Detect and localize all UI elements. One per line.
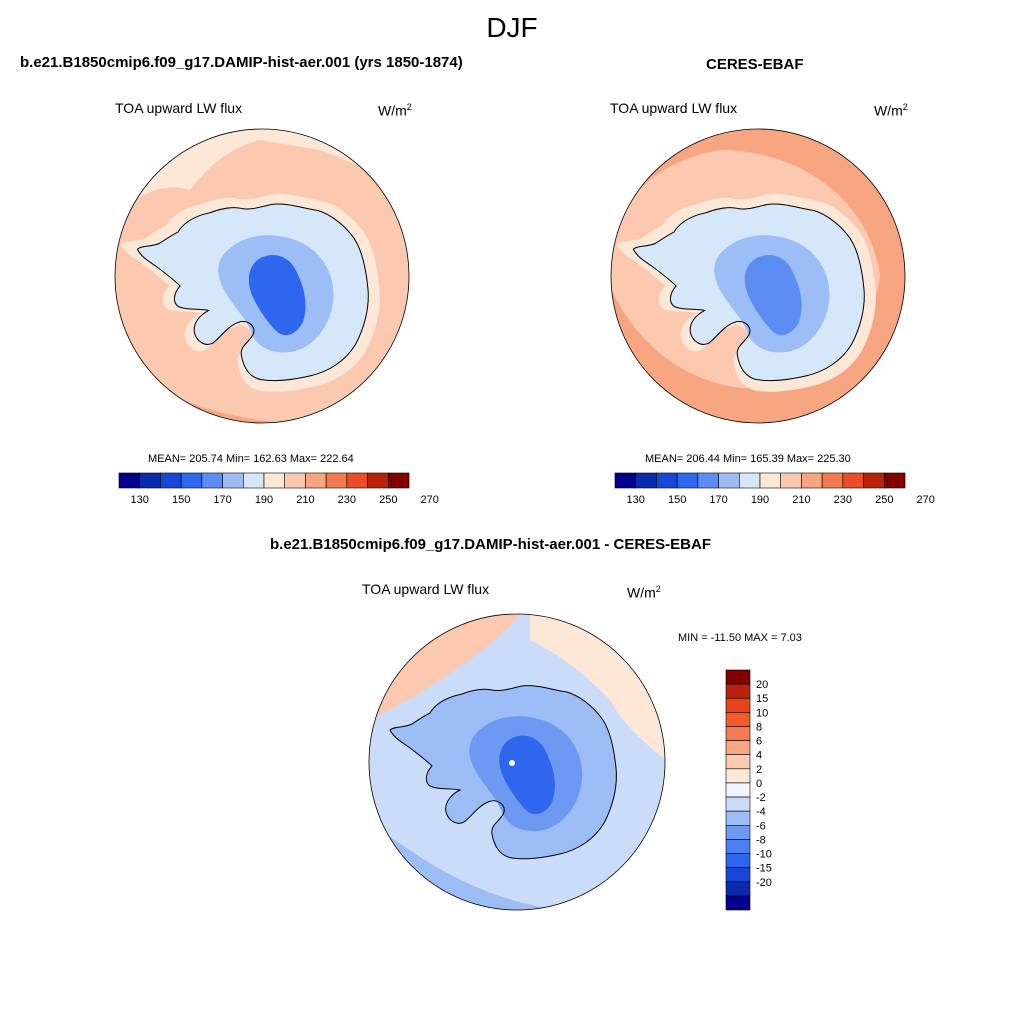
obs-map [611, 129, 905, 423]
model-colorbar-swatch [242, 472, 265, 489]
diff-colorbar-tick-label: -10 [756, 849, 772, 861]
obs-colorbar: 130 150 170 190 210 230 250 270 [614, 472, 935, 506]
diff-colorbar-swatch [725, 754, 751, 770]
obs-colorbar-swatch [801, 472, 823, 489]
obs-colorbar-tick-label: 130 [627, 494, 645, 506]
obs-colorbar-swatch [635, 472, 657, 489]
diff-colorbar-swatch [725, 867, 751, 883]
diff-colorbar-swatch [725, 669, 751, 685]
obs-stats: MEAN= 206.44 Min= 165.39 Max= 225.30 [645, 453, 851, 465]
model-panel-title: b.e21.B1850cmip6.f09_g17.DAMIP-hist-aer.… [20, 54, 463, 71]
diff-colorbar-tick-label: 15 [756, 693, 768, 705]
diff-colorbar-tick-label: -2 [756, 792, 766, 804]
diff-colorbar-swatch [725, 810, 751, 826]
diff-panel-title: b.e21.B1850cmip6.f09_g17.DAMIP-hist-aer.… [270, 536, 711, 553]
obs-colorbar-swatch [738, 472, 761, 489]
diff-map-border [368, 613, 666, 911]
diff-colorbar-tick-label: 0 [756, 778, 762, 790]
diff-colorbar-tick-label: -6 [756, 820, 766, 832]
diff-colorbar-tick-label: -15 [756, 863, 772, 875]
diff-colorbar-swatch [725, 782, 751, 798]
model-colorbar-swatch [367, 472, 389, 489]
diff-colorbar-swatch [725, 712, 751, 727]
obs-colorbar-swatch [780, 472, 802, 489]
model-map [115, 129, 409, 423]
model-map-border [114, 128, 410, 424]
diff-colorbar-tick-label: -20 [756, 877, 772, 889]
obs-map-border [610, 128, 906, 424]
diff-colorbar-swatch [725, 683, 751, 699]
model-colorbar-swatch [263, 472, 286, 489]
obs-colorbar-swatch [614, 472, 637, 489]
diff-colorbar-swatch [725, 881, 751, 897]
obs-colorbar-tick-label: 250 [875, 494, 893, 506]
model-variable-label: TOA upward LW flux [115, 100, 243, 116]
model-colorbar-tick-label: 270 [421, 494, 439, 506]
obs-colorbar-tick-label: 270 [917, 494, 935, 506]
diff-colorbar-tick-label: 20 [756, 679, 768, 691]
model-colorbar-swatch [118, 472, 141, 489]
obs-colorbar-swatch [842, 472, 864, 489]
obs-colorbar-swatch [656, 472, 678, 489]
diff-colorbar-swatch [725, 839, 751, 854]
obs-colorbar-swatch [821, 472, 844, 489]
obs-colorbar-swatch [863, 472, 885, 489]
model-colorbar-swatch [387, 472, 410, 489]
obs-colorbar-tick-label: 150 [668, 494, 686, 506]
model-colorbar-tick-label: 170 [213, 494, 231, 506]
obs-colorbar-tick-label: 170 [709, 494, 727, 506]
obs-colorbar-tick-label: 210 [792, 494, 810, 506]
model-colorbar-tick-label: 230 [338, 494, 356, 506]
obs-colorbar-tick-label: 190 [751, 494, 769, 506]
diff-colorbar-swatch [725, 796, 751, 812]
diff-colorbar-swatch [725, 895, 751, 911]
obs-colorbar-tick-label: 230 [834, 494, 852, 506]
diff-colorbar-tick-label: -4 [756, 806, 766, 818]
obs-units-label: W/m2 [874, 102, 908, 119]
model-colorbar-tick-label: 130 [131, 494, 149, 506]
model-units-label: W/m2 [378, 102, 412, 119]
diff-colorbar-swatch [725, 697, 751, 713]
model-colorbar-tick-label: 250 [379, 494, 397, 506]
season-title: DJF [486, 12, 538, 43]
diff-colorbar-swatch [725, 726, 751, 741]
obs-colorbar-swatch [697, 472, 719, 489]
obs-colorbar-swatch [883, 472, 906, 489]
diff-colorbar-tick-label: 2 [756, 764, 762, 776]
model-colorbar-tick-label: 150 [172, 494, 190, 506]
diff-colorbar-tick-label: 8 [756, 721, 762, 733]
obs-variable-label: TOA upward LW flux [610, 100, 738, 116]
diff-colorbar-swatch [725, 740, 751, 756]
diff-colorbar-swatch [725, 853, 751, 868]
diff-variable-label: TOA upward LW flux [362, 581, 490, 597]
diff-stats: MIN = -11.50 MAX = 7.03 [678, 632, 802, 644]
model-colorbar-swatch [201, 472, 223, 489]
model-colorbar-swatch [284, 472, 306, 489]
diff-colorbar-tick-label: 10 [756, 707, 768, 719]
obs-colorbar-swatch [676, 472, 699, 489]
diff-colorbar-tick-label: 6 [756, 736, 762, 748]
obs-colorbar-swatch [759, 472, 782, 489]
diff-colorbar-tick-label: -8 [756, 834, 766, 846]
model-stats: MEAN= 205.74 Min= 162.63 Max= 222.64 [148, 453, 354, 465]
obs-panel-title: CERES-EBAF [706, 56, 804, 73]
model-colorbar-swatch [346, 472, 368, 489]
diff-colorbar-tick-label: 4 [756, 750, 762, 762]
diff-colorbar-swatch [725, 768, 751, 784]
model-colorbar-swatch [139, 472, 161, 489]
model-colorbar-swatch [325, 472, 348, 489]
diff-colorbar-swatch [725, 824, 751, 840]
model-colorbar-tick-label: 190 [255, 494, 273, 506]
model-colorbar: 130 150 170 190 210 230 250 270 [118, 472, 439, 506]
model-colorbar-swatch [180, 472, 203, 489]
diff-units-label: W/m2 [627, 584, 661, 601]
model-colorbar-tick-label: 210 [296, 494, 314, 506]
obs-colorbar-swatch [718, 472, 740, 489]
model-colorbar-swatch [160, 472, 182, 489]
model-colorbar-swatch [222, 472, 244, 489]
model-colorbar-swatch [305, 472, 327, 489]
